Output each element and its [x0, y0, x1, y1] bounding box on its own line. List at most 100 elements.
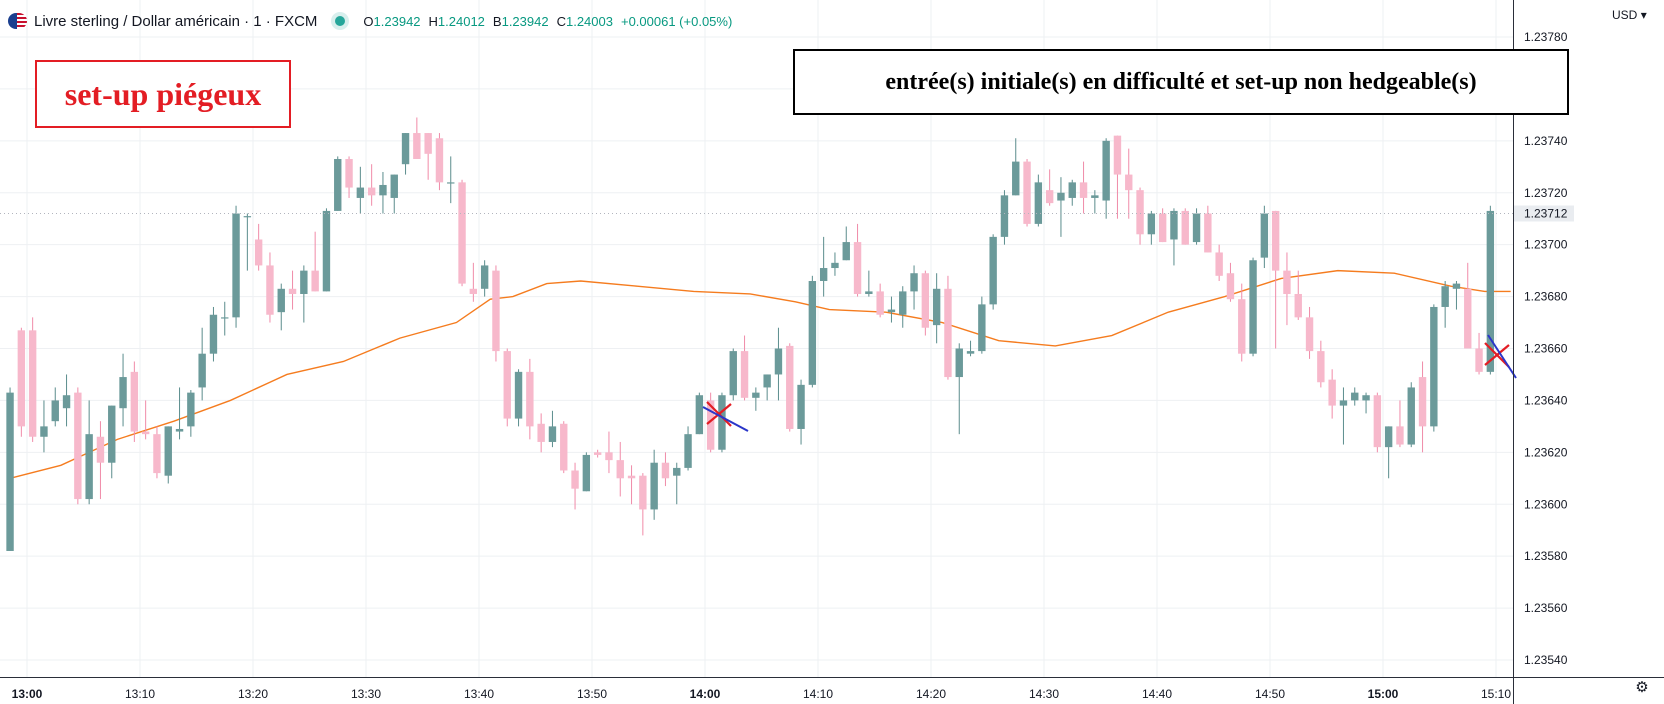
blue-trend-stroke — [702, 406, 749, 432]
candle-body — [1079, 182, 1088, 198]
candle — [1136, 187, 1144, 245]
chart-header: Livre sterling / Dollar américain · 1 · … — [8, 10, 740, 32]
candle-body — [209, 314, 218, 354]
market-status-icon[interactable] — [335, 16, 346, 26]
y-tick-label: 1.23700 — [1524, 238, 1568, 252]
candle-body — [424, 133, 432, 154]
candle — [28, 317, 37, 442]
candle-body — [1226, 273, 1235, 300]
candle-body — [1113, 135, 1122, 175]
candle — [831, 252, 839, 276]
candle — [62, 374, 71, 427]
symbol-title[interactable]: Livre sterling / Dollar américain · 1 · … — [34, 12, 318, 30]
candle-body — [356, 187, 365, 198]
candle-body — [1125, 174, 1133, 191]
candle-body — [1339, 400, 1348, 406]
candle-body — [921, 273, 930, 328]
candle — [932, 273, 941, 344]
candle — [1486, 205, 1495, 375]
x-tick-label: 14:00 — [690, 687, 721, 701]
candle-body — [435, 138, 444, 183]
candle-body — [548, 426, 557, 442]
candle — [469, 262, 478, 302]
candle — [1034, 174, 1043, 227]
candle — [164, 426, 172, 484]
candle — [1238, 283, 1246, 362]
candle — [1102, 138, 1110, 219]
candle-body — [932, 288, 941, 326]
candle-body — [718, 395, 726, 450]
candle-body — [876, 291, 884, 315]
x-tick-label: 14:50 — [1255, 687, 1285, 701]
candle — [1192, 208, 1201, 245]
y-tick-label: 1.23580 — [1524, 549, 1568, 563]
candle-body — [1305, 317, 1314, 352]
candle — [119, 353, 127, 427]
candle — [1215, 244, 1223, 282]
candle-body — [345, 159, 353, 188]
candle-body — [1023, 161, 1031, 224]
candle — [774, 327, 783, 401]
candle — [763, 374, 771, 401]
candle — [17, 327, 26, 437]
x-tick-label: 14:40 — [1142, 687, 1172, 701]
candle-body — [616, 460, 624, 479]
candle — [1430, 304, 1438, 432]
candle — [401, 133, 410, 175]
candle — [1068, 179, 1076, 206]
gbp-usd-flag-icon — [8, 13, 27, 29]
candle-body — [1362, 395, 1370, 401]
candle-body — [706, 400, 715, 450]
candle — [1396, 400, 1404, 448]
chevron-down-icon: ▾ — [1640, 8, 1647, 22]
candle-body — [560, 423, 568, 471]
candle-body — [899, 291, 907, 315]
candle — [706, 392, 715, 453]
candle — [390, 174, 398, 214]
candle-body — [447, 182, 455, 184]
current-price-label: 1.23712 — [1524, 207, 1568, 221]
candle-body — [605, 452, 613, 461]
candle — [673, 462, 681, 505]
candle — [1125, 148, 1133, 219]
candle — [1328, 369, 1336, 419]
candle — [1113, 135, 1122, 219]
moving-average — [9, 269, 1511, 479]
candle — [684, 426, 692, 471]
candle — [1339, 387, 1348, 445]
candle — [752, 387, 760, 411]
candle-body — [1441, 286, 1449, 307]
candle — [899, 286, 907, 328]
candle-body — [1102, 140, 1110, 201]
candle — [853, 223, 862, 297]
candle-body — [1068, 182, 1076, 198]
candle — [582, 452, 591, 492]
x-tick-label: 13:00 — [12, 687, 43, 701]
candle — [96, 421, 105, 500]
candle-body — [74, 392, 82, 500]
candle — [1204, 205, 1212, 253]
candle — [1249, 257, 1257, 357]
candle — [458, 179, 466, 287]
candle — [514, 369, 523, 427]
candle-body — [232, 213, 240, 318]
x-tick-label: 15:00 — [1368, 687, 1399, 701]
y-tick-label: 1.23680 — [1524, 290, 1568, 304]
candle-body — [944, 288, 952, 378]
candle — [209, 306, 218, 362]
candle-body — [288, 288, 297, 294]
candle-body — [153, 434, 161, 474]
currency-selector[interactable]: USD ▾ — [1612, 8, 1647, 22]
candle — [786, 343, 794, 432]
candle-body — [1181, 210, 1189, 245]
candle — [1362, 392, 1370, 414]
candle-body — [221, 317, 229, 319]
gear-icon[interactable]: ⚙ — [1635, 679, 1649, 696]
x-tick-label: 14:30 — [1029, 687, 1059, 701]
candle — [537, 413, 545, 453]
candle-body — [1486, 210, 1495, 372]
candle — [1170, 208, 1178, 266]
candle — [6, 387, 14, 551]
grid — [0, 0, 1513, 677]
